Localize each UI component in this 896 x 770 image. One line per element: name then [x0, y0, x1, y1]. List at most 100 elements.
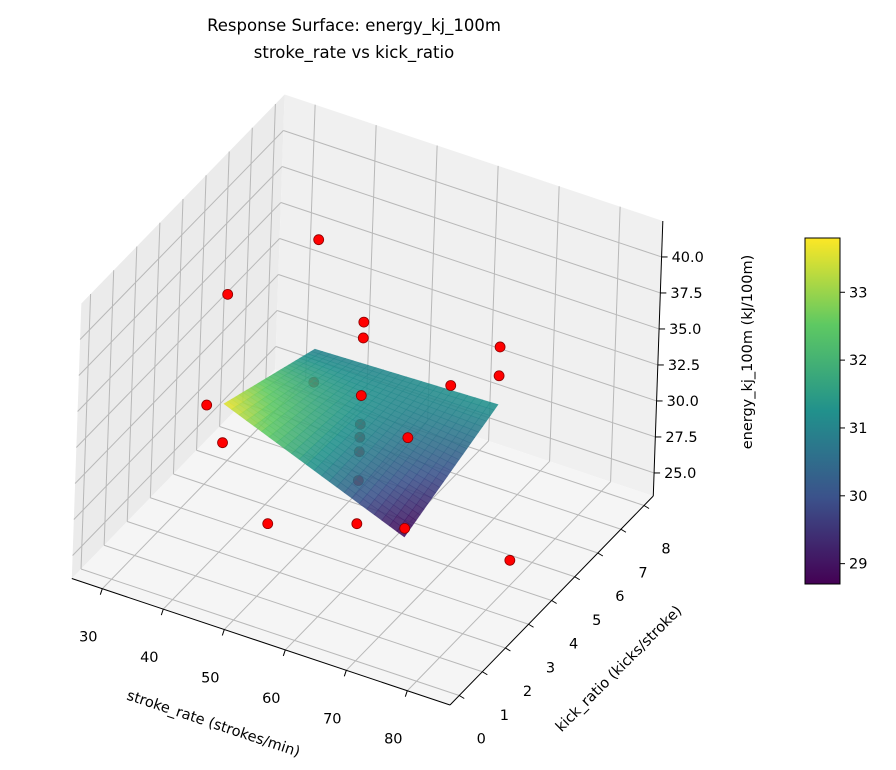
data-point	[201, 399, 213, 411]
x-tick-mark	[160, 608, 164, 616]
y-tick-mark	[597, 552, 604, 557]
grid-line-y	[80, 293, 92, 570]
grid-line-y	[196, 175, 207, 451]
y-tick-mark	[505, 647, 511, 652]
grid-line-z	[276, 310, 656, 438]
grid-line-z	[279, 238, 658, 366]
z-tick-label: 30.0	[667, 394, 699, 410]
z-tick-label: 37.5	[670, 286, 702, 302]
grid-line-z	[73, 310, 278, 520]
grid-line-y	[172, 198, 184, 475]
chart-title: Response Surface: energy_kj_100m	[207, 16, 501, 36]
y-tick-label: 5	[592, 613, 601, 629]
data-point	[358, 316, 370, 328]
z-tick-label: 32.5	[668, 358, 700, 374]
z-tick-label: 27.5	[665, 430, 697, 446]
colorbar-tick-label: 29	[849, 557, 867, 573]
data-point	[313, 234, 325, 246]
y-tick-label: 2	[523, 684, 532, 700]
grid-line-y	[242, 127, 253, 403]
x-tick-mark	[99, 588, 103, 595]
grid-line-z	[283, 130, 662, 258]
grid-line-x	[488, 165, 499, 441]
y-tick-label: 8	[661, 542, 670, 558]
grid-line-z	[78, 166, 283, 376]
x-axis-line	[71, 578, 451, 706]
axis-lines	[71, 220, 668, 706]
x-tick-label: 80	[384, 732, 402, 748]
data-point	[351, 518, 363, 530]
y-tick-label: 0	[477, 732, 486, 748]
data-point	[402, 432, 414, 444]
y-tick-mark	[620, 528, 627, 533]
grid-line-y	[265, 103, 276, 380]
data-point	[399, 522, 411, 534]
y-tick-label: 7	[638, 565, 647, 581]
colorbar-tick-label: 32	[849, 353, 867, 369]
x-tick-mark	[221, 629, 225, 636]
grid-line-y	[103, 544, 483, 673]
x-tick-label: 70	[323, 711, 341, 727]
y-tick-mark	[551, 600, 557, 604]
grid-line-x	[427, 145, 438, 421]
y-tick-mark	[528, 623, 534, 628]
grid-line-x	[366, 125, 377, 401]
grid-line-y	[127, 521, 506, 649]
grid-line-z	[74, 274, 279, 484]
y-tick-label: 4	[569, 637, 578, 653]
data-points	[201, 234, 516, 566]
data-point	[222, 288, 234, 300]
grid-line-x	[305, 104, 316, 380]
data-point	[357, 332, 369, 344]
x-tick-label: 30	[79, 630, 97, 646]
grid-line-y	[80, 568, 460, 696]
grid-line-z	[77, 202, 282, 412]
y-tick-mark	[643, 505, 650, 509]
colorbar-tick-label: 33	[849, 285, 867, 301]
grid-line-z	[280, 202, 660, 330]
x-tick-mark	[282, 649, 286, 657]
data-point	[355, 390, 367, 401]
z-tick-label: 35.0	[669, 322, 701, 338]
x-tick-mark	[404, 690, 408, 697]
data-point	[445, 380, 457, 391]
grid-line-z	[75, 238, 280, 448]
y-tick-label: 6	[615, 589, 624, 605]
data-point	[494, 341, 506, 353]
grid-line-y	[126, 246, 138, 522]
x-tick-label: 50	[201, 671, 219, 687]
data-point	[262, 518, 274, 530]
y-tick-mark	[482, 671, 488, 676]
surface-mesh	[223, 348, 499, 538]
y-tick-mark	[458, 695, 465, 699]
x-tick-label: 60	[262, 691, 280, 707]
y-axis-label: kick_ratio (kicks/stroke)	[553, 603, 685, 735]
z-tick-label: 40.0	[672, 250, 704, 266]
grid-line-y	[150, 497, 529, 625]
z-axis-line	[652, 220, 664, 497]
grid-line-x	[549, 186, 560, 462]
y-tick-mark	[574, 576, 580, 581]
colorbar-tick-label: 30	[849, 489, 867, 505]
grid-line-x	[610, 206, 621, 482]
data-point	[504, 554, 516, 566]
x-tick-label: 40	[140, 650, 158, 666]
grid-line-z	[281, 166, 661, 294]
grid-line-y	[103, 270, 115, 546]
colorbar-tick-label: 31	[849, 421, 867, 437]
z-axis-label: energy_kj_100m (kJ/100m)	[740, 255, 756, 450]
colorbar-gradient	[804, 237, 841, 585]
grid-line-z	[79, 130, 284, 340]
y-tick-label: 3	[546, 660, 555, 676]
data-point	[493, 370, 505, 382]
x-tick-mark	[343, 670, 347, 677]
grid-line-y	[219, 151, 230, 427]
grid-line-z	[72, 346, 277, 556]
grid-line-z	[278, 274, 657, 402]
chart-subtitle: stroke_rate vs kick_ratio	[254, 43, 454, 63]
grid-line-y	[149, 222, 161, 498]
grid-line-y	[173, 473, 552, 601]
colorbar: 29 30 31 32 33	[804, 237, 867, 585]
